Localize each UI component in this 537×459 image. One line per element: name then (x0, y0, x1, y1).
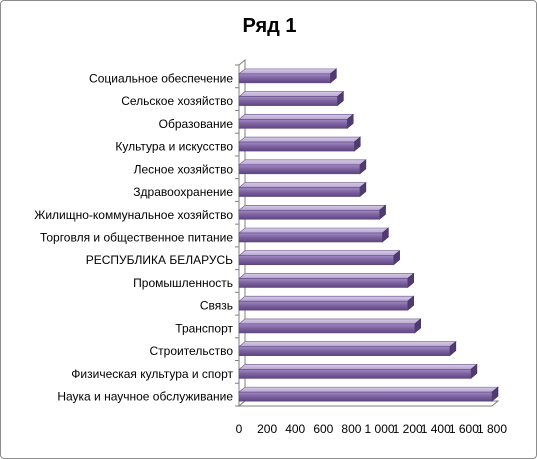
tick-label: 1 000 (365, 422, 395, 436)
tick-label: 1 200 (393, 422, 423, 436)
bar (238, 68, 338, 84)
category-labels: Социальное обеспечение Сельское хозяйство… (34, 71, 233, 403)
tick-label: 1 400 (421, 422, 451, 436)
chart-title: Ряд 1 (242, 15, 297, 37)
bar (238, 227, 390, 243)
bar (238, 272, 415, 289)
category-label: Здравоохранение (133, 185, 233, 199)
category-label: РЕСПУБЛИКА БЕЛАРУСЬ (86, 253, 233, 267)
tick-label: 1 800 (477, 422, 507, 436)
bar (238, 386, 499, 402)
category-label: Социальное обеспечение (89, 71, 233, 85)
floor (237, 400, 500, 407)
category-label: Лесное хозяйство (134, 162, 234, 176)
category-label: Культура и искусство (115, 140, 233, 154)
bar (238, 136, 362, 152)
category-label: Сельское хозяйство (121, 94, 233, 108)
bar (238, 250, 401, 266)
tick-label: 600 (313, 422, 333, 436)
tick-label: 1 600 (449, 422, 479, 436)
category-label: Транспорт (175, 321, 233, 335)
tick-label: 200 (257, 422, 277, 436)
bar (238, 181, 367, 198)
bar (238, 90, 345, 107)
category-label: Строительство (149, 344, 233, 358)
bar (238, 318, 422, 334)
bar (238, 159, 367, 175)
tick-label: 800 (341, 422, 361, 436)
bar (238, 295, 415, 311)
bar (238, 363, 478, 380)
category-label: Промышленность (133, 276, 233, 290)
bars (238, 68, 499, 402)
bar (238, 341, 457, 357)
tick-label: 0 (236, 422, 243, 436)
category-label: Торговля и общественное питание (40, 231, 233, 245)
bar (238, 113, 355, 129)
tick-label: 400 (285, 422, 305, 436)
category-label: Связь (200, 299, 233, 313)
category-label: Образование (159, 117, 234, 131)
category-label: Физическая культура и спорт (71, 367, 233, 381)
bar (238, 204, 387, 220)
category-label: Наука и научное обслуживание (57, 390, 233, 404)
category-label: Жилищно-коммунальное хозяйство (34, 208, 233, 222)
